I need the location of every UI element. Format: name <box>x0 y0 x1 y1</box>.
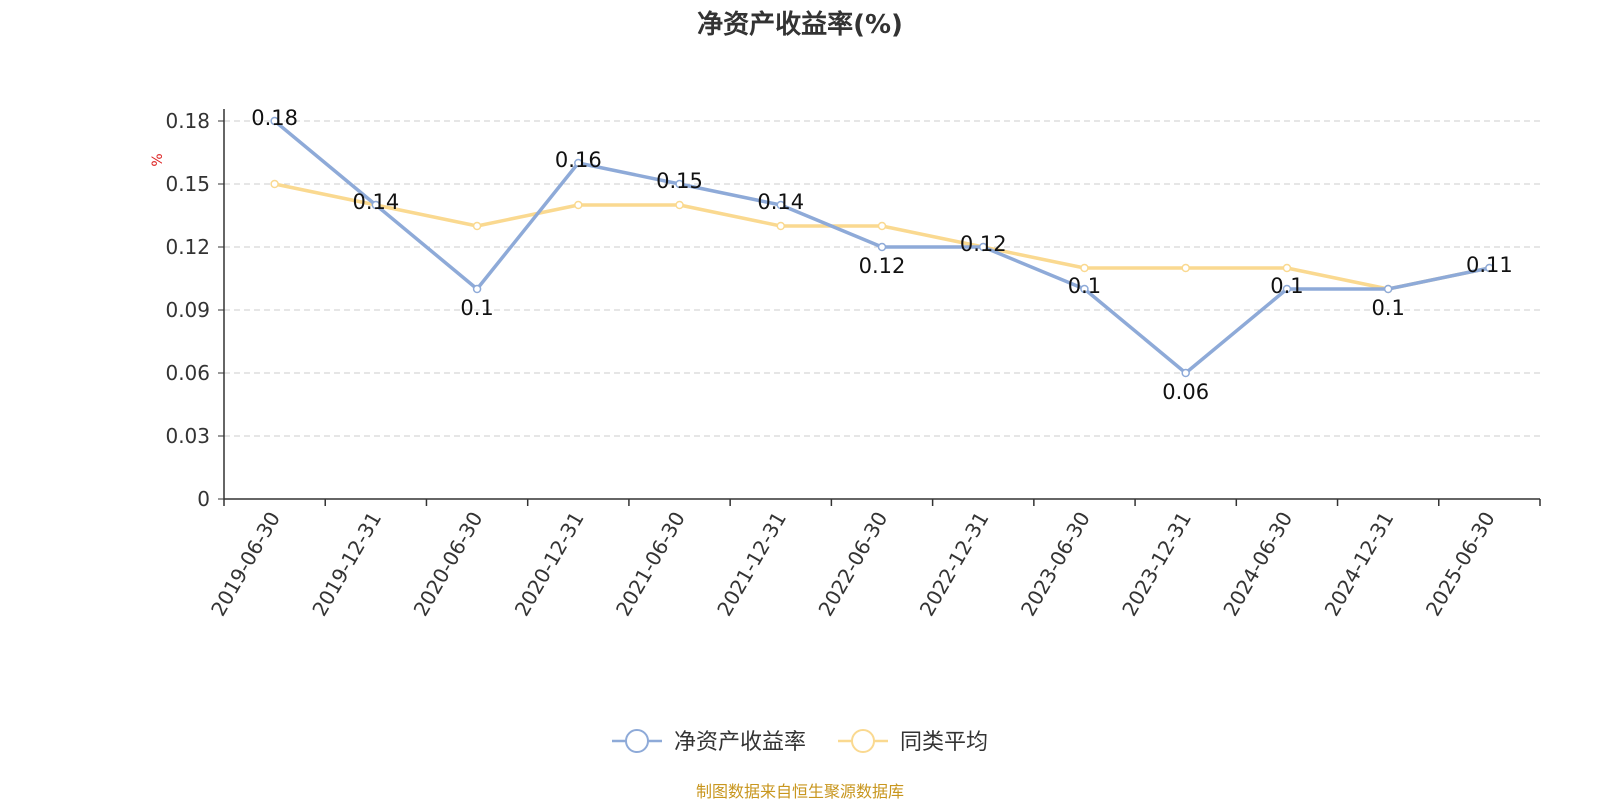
y-tick-label: 0.06 <box>165 361 210 385</box>
legend-label: 同类平均 <box>900 730 988 755</box>
x-tick-label: 2023-06-30 <box>1016 508 1095 621</box>
data-label: 0.12 <box>960 232 1007 256</box>
y-tick-label: 0.09 <box>165 298 210 322</box>
data-label: 0.1 <box>1371 296 1404 320</box>
average-point <box>270 179 279 189</box>
data-labels: 0.18 0.14 0.1 0.16 0.15 0.14 0.12 0.12 0.1 0.06 0.… <box>251 106 1513 404</box>
y-tick-label: 0.03 <box>165 424 210 448</box>
average-point <box>776 221 786 231</box>
roe-point <box>1080 284 1089 294</box>
x-tick-label: 2020-06-30 <box>409 507 488 620</box>
average-point <box>675 200 684 210</box>
x-tick-label: 2022-06-30 <box>813 508 892 621</box>
y-tick-label: 0.12 <box>165 235 210 259</box>
legend-marker <box>625 729 649 753</box>
data-label: 0.1 <box>1270 274 1303 298</box>
x-tick-label: 2024-12-31 <box>1320 508 1399 621</box>
average-point <box>574 200 583 210</box>
data-label: 0.11 <box>1466 253 1513 277</box>
source-note: 制图数据来自恒生聚源数据库 <box>695 782 904 801</box>
legend-item-average: 同类平均 <box>838 729 988 755</box>
y-axis-label: % <box>150 153 166 166</box>
data-label: 0.1 <box>460 296 493 320</box>
x-tick-label: 2024-06-30 <box>1218 508 1297 621</box>
average-point <box>1181 263 1190 273</box>
average-point <box>472 221 482 231</box>
data-label: 0.14 <box>352 190 399 214</box>
series <box>270 116 1494 378</box>
data-label: 0.12 <box>859 254 906 278</box>
data-label: 0.06 <box>1162 380 1209 404</box>
roe-point <box>1181 368 1190 378</box>
roe-point <box>877 242 887 252</box>
y-tick-label: 0.15 <box>165 172 210 196</box>
data-label: 0.15 <box>656 169 703 193</box>
legend-marker <box>851 729 875 753</box>
legend-item-roe: 净资产收益率 <box>612 729 806 755</box>
roe-point <box>1485 263 1494 273</box>
roe-point <box>776 200 786 210</box>
roe-point <box>270 116 279 126</box>
x-tick-label: 2022-12-31 <box>915 507 994 620</box>
roe-point <box>574 158 583 168</box>
x-tick-label: 2025-06-30 <box>1421 508 1500 621</box>
data-label: 0.18 <box>251 106 298 130</box>
roe-point <box>1282 284 1292 294</box>
average-point <box>1282 263 1292 273</box>
roe-point <box>978 242 988 252</box>
x-tick-label: 2020-12-31 <box>510 508 589 621</box>
axes: 0 0.03 0.06 0.09 0.12 0.15 0.18 2019-06-30 2019-… <box>165 109 1541 621</box>
x-tick-label: 2019-12-31 <box>307 508 386 621</box>
chart-title: 净资产收益率(%) <box>697 10 903 40</box>
x-tick-label: 2021-06-30 <box>611 508 690 621</box>
data-label: 0.1 <box>1068 274 1101 298</box>
x-tick-label: 2023-12-31 <box>1117 508 1196 621</box>
average-point <box>877 221 887 231</box>
x-tick-label: 2021-12-31 <box>712 508 791 621</box>
roe-point <box>675 179 684 189</box>
data-label: 0.16 <box>555 148 602 172</box>
average-point <box>1080 263 1089 273</box>
legend: 净资产收益率 同类平均 <box>612 729 988 755</box>
y-tick-label: 0.18 <box>165 109 210 133</box>
roe-point <box>371 200 381 210</box>
roe-point <box>1383 284 1393 294</box>
legend-label: 净资产收益率 <box>674 730 806 755</box>
data-label: 0.14 <box>757 190 804 214</box>
y-tick-label: 0 <box>197 487 210 511</box>
roe-point <box>472 284 482 294</box>
x-tick-label: 2019-06-30 <box>206 508 285 621</box>
